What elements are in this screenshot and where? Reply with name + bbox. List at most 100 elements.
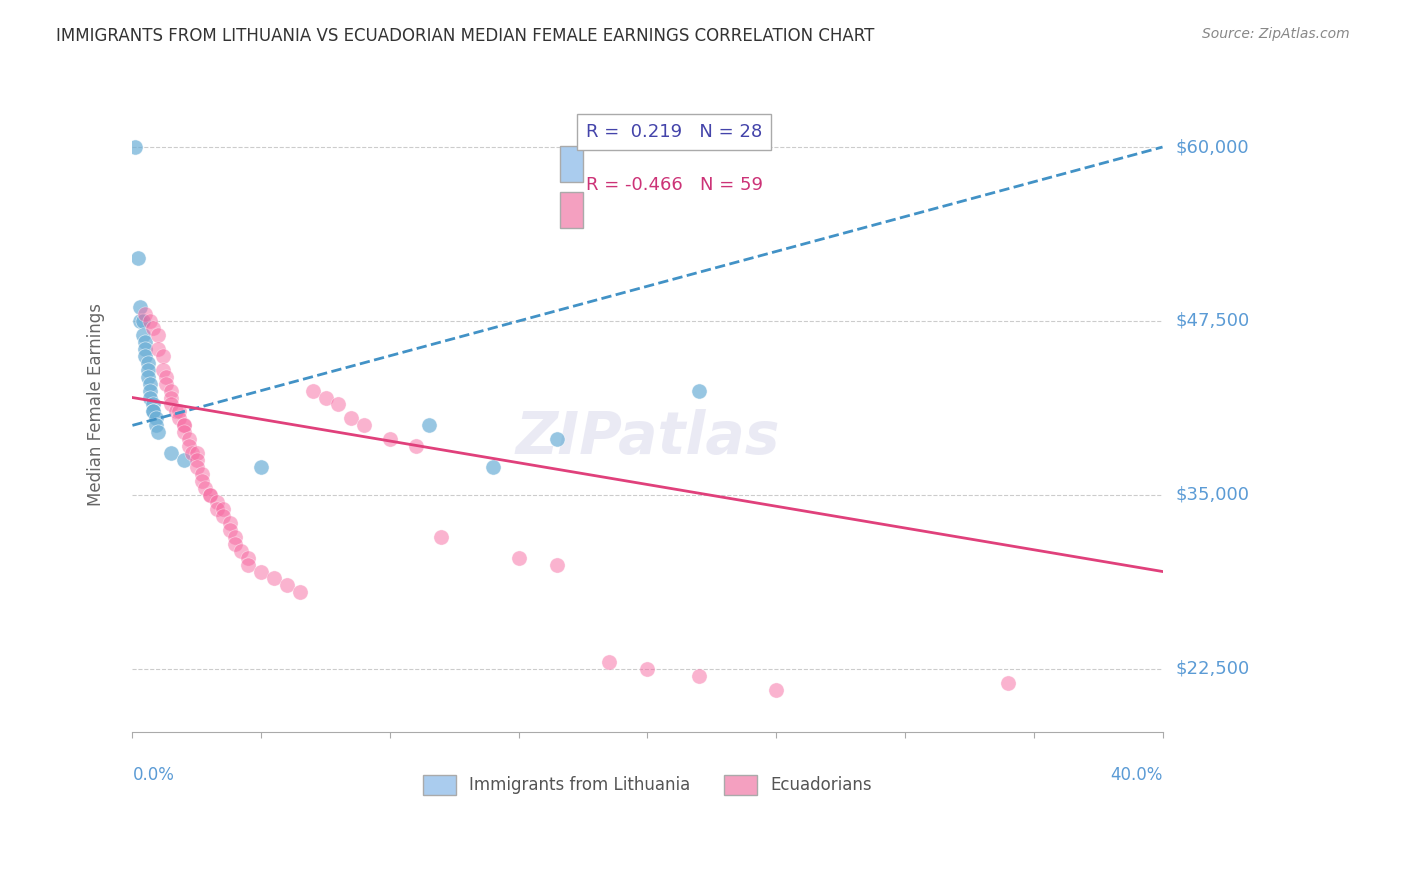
Point <box>173 418 195 433</box>
Point <box>191 467 214 481</box>
Point <box>229 543 252 558</box>
Point <box>238 558 260 572</box>
Point <box>328 397 350 411</box>
Point <box>142 404 165 418</box>
Point <box>637 662 659 676</box>
Point <box>598 655 620 669</box>
Point <box>134 342 156 356</box>
Text: 40.0%: 40.0% <box>1111 766 1163 784</box>
Point <box>418 418 440 433</box>
Point <box>224 536 246 550</box>
Text: $22,500: $22,500 <box>1175 660 1250 678</box>
Point <box>139 384 162 398</box>
Point <box>193 481 215 495</box>
Point <box>167 404 190 418</box>
Point <box>136 369 159 384</box>
Point <box>198 488 221 502</box>
Text: R = -0.466   N = 59: R = -0.466 N = 59 <box>586 176 762 194</box>
Point <box>155 376 177 391</box>
Point <box>148 342 170 356</box>
Point <box>132 327 155 342</box>
Point <box>508 550 530 565</box>
Text: IMMIGRANTS FROM LITHUANIA VS ECUADORIAN MEDIAN FEMALE EARNINGS CORRELATION CHART: IMMIGRANTS FROM LITHUANIA VS ECUADORIAN … <box>56 27 875 45</box>
Point <box>136 356 159 370</box>
Point <box>148 327 170 342</box>
Point <box>152 349 174 363</box>
Point <box>198 488 221 502</box>
Point <box>191 474 214 488</box>
Point <box>177 439 200 453</box>
Point <box>139 391 162 405</box>
Point <box>186 460 208 475</box>
Point <box>180 446 202 460</box>
Point <box>139 314 162 328</box>
Point <box>211 501 233 516</box>
Text: Source: ZipAtlas.com: Source: ZipAtlas.com <box>1202 27 1350 41</box>
Point <box>405 439 427 453</box>
Point <box>160 391 183 405</box>
Point <box>142 397 165 411</box>
Point <box>145 418 167 433</box>
Point <box>301 384 323 398</box>
Legend: Immigrants from Lithuania, Ecuadorians: Immigrants from Lithuania, Ecuadorians <box>416 768 879 802</box>
Point <box>173 425 195 440</box>
Point <box>173 453 195 467</box>
Text: $47,500: $47,500 <box>1175 312 1250 330</box>
Text: $35,000: $35,000 <box>1175 486 1250 504</box>
Point <box>219 523 242 537</box>
Point <box>127 252 149 266</box>
Point <box>129 300 152 314</box>
Point <box>207 501 229 516</box>
Point <box>482 460 505 475</box>
Point <box>238 550 260 565</box>
Point <box>142 321 165 335</box>
Point <box>186 453 208 467</box>
Point <box>430 530 453 544</box>
FancyBboxPatch shape <box>560 192 582 227</box>
Point <box>378 432 401 446</box>
Point <box>353 418 375 433</box>
Point <box>142 404 165 418</box>
Text: $60,000: $60,000 <box>1175 138 1249 156</box>
Point <box>132 314 155 328</box>
FancyBboxPatch shape <box>560 146 582 182</box>
Point <box>250 565 273 579</box>
Point <box>160 397 183 411</box>
Point <box>276 578 298 592</box>
Point <box>167 411 190 425</box>
Point <box>315 391 337 405</box>
Point <box>173 418 195 433</box>
Point <box>224 530 246 544</box>
Point <box>129 314 152 328</box>
Point <box>219 516 242 530</box>
Point <box>148 425 170 440</box>
Text: 0.0%: 0.0% <box>132 766 174 784</box>
Point <box>263 572 285 586</box>
Point <box>145 411 167 425</box>
Point <box>688 669 710 683</box>
Point <box>134 307 156 321</box>
Text: ZIPatlas: ZIPatlas <box>515 409 780 466</box>
Point <box>250 460 273 475</box>
Point <box>124 140 146 154</box>
Point <box>177 432 200 446</box>
Point <box>134 349 156 363</box>
Text: Median Female Earnings: Median Female Earnings <box>87 303 105 506</box>
Point <box>136 362 159 376</box>
Point <box>160 446 183 460</box>
Point <box>546 432 568 446</box>
Point <box>152 362 174 376</box>
Point <box>155 369 177 384</box>
Point <box>288 585 311 599</box>
Point <box>997 676 1019 690</box>
Point <box>186 446 208 460</box>
Point <box>688 384 710 398</box>
Point <box>160 384 183 398</box>
Point <box>340 411 363 425</box>
Point <box>134 334 156 349</box>
Point <box>765 682 787 697</box>
Point <box>139 376 162 391</box>
Point <box>546 558 568 572</box>
Point <box>165 404 187 418</box>
Point <box>211 508 233 523</box>
